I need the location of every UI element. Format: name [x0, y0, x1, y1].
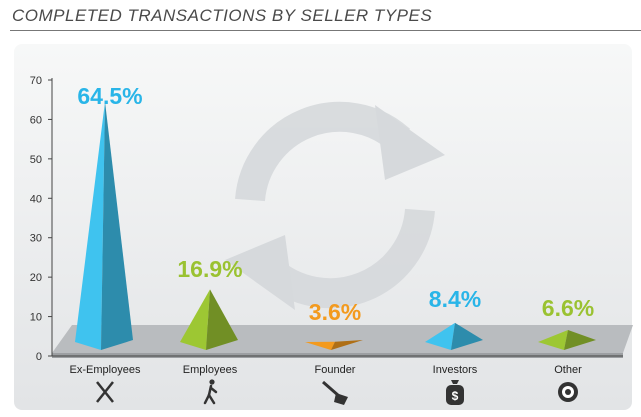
y-tick-label: 0 [36, 351, 42, 363]
category-label: Ex-Employees [70, 364, 141, 376]
data-label: 6.6% [542, 295, 594, 321]
y-tick-label: 10 [30, 312, 42, 324]
y-tick-label: 70 [30, 75, 42, 87]
x-icon [96, 381, 114, 403]
plot-background [14, 44, 632, 410]
data-label: 16.9% [177, 256, 242, 282]
y-tick-label: 40 [30, 193, 42, 205]
category-label: Founder [315, 364, 356, 376]
category-label: Employees [183, 364, 238, 376]
chart-title: COMPLETED TRANSACTIONS BY SELLER TYPES [12, 6, 433, 25]
data-label: 3.6% [309, 299, 361, 325]
category-label: Investors [433, 364, 478, 376]
data-label: 64.5% [77, 83, 142, 109]
walking-person-icon [203, 379, 218, 405]
y-tick-label: 50 [30, 154, 42, 166]
category-label: Other [554, 364, 582, 376]
data-label: 8.4% [429, 286, 481, 312]
dollar-glyph: $ [452, 389, 459, 403]
bar-founder [305, 340, 363, 350]
y-tick-label: 60 [30, 114, 42, 126]
recycle-arrows-icon [235, 101, 435, 309]
y-tick-label: 30 [30, 233, 42, 245]
bar-other [538, 329, 596, 350]
bar-investors [425, 322, 483, 350]
recycle-arrowheads [225, 105, 445, 310]
bar-employees [180, 289, 238, 350]
money-bag-icon: $ [446, 380, 464, 405]
title-divider [10, 30, 641, 31]
bar-ex-employees [75, 101, 133, 350]
y-tick-label: 20 [30, 272, 42, 284]
shovel-icon [322, 380, 348, 405]
target-icon [558, 382, 578, 402]
